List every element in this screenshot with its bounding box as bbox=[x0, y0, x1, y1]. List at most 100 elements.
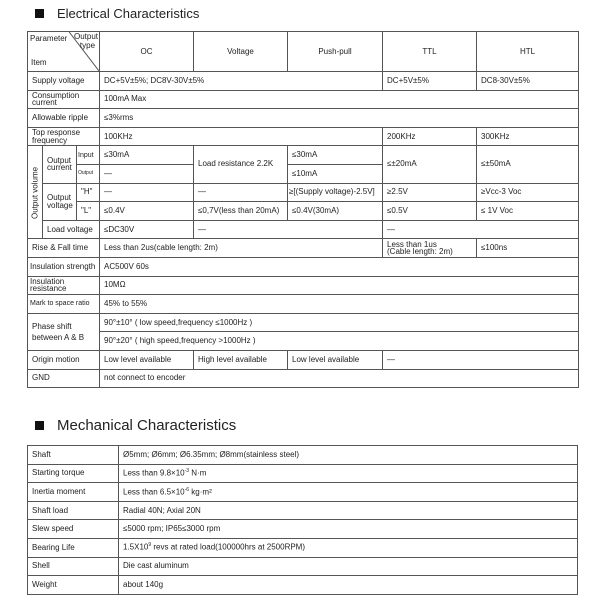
value-text: 1.5X10 bbox=[123, 543, 149, 553]
cell: — bbox=[382, 219, 580, 240]
cell: ≤DC30V bbox=[99, 219, 195, 240]
header-ttl: TTL bbox=[382, 31, 478, 72]
row-label: Phase shift between A & B bbox=[26, 312, 101, 351]
value-text: Less than 6.5×10 bbox=[123, 487, 185, 497]
mechanical-title: Mechanical Characteristics bbox=[57, 417, 237, 434]
row-value: Radial 40N; Axial 20N bbox=[118, 500, 578, 521]
row-label: Consumption current bbox=[26, 89, 101, 110]
cell: ≤10mA bbox=[287, 163, 384, 184]
row-label: Bearing Life bbox=[27, 537, 119, 558]
cell: ≤±20mA bbox=[382, 145, 478, 184]
cell: ≤30mA bbox=[99, 145, 195, 165]
cell: 10MΩ bbox=[99, 275, 580, 296]
row-label: Insulation strength bbox=[26, 256, 101, 277]
cell: High level available bbox=[193, 349, 289, 370]
low-label: "L" bbox=[75, 201, 101, 221]
cell: 100mA Max bbox=[99, 89, 580, 110]
cell: — bbox=[99, 163, 195, 184]
header-diagonal-cell: Parameter Output type Item bbox=[26, 31, 101, 72]
cell: DC+5V±5% bbox=[382, 71, 478, 91]
value-text: Less than 9.8×10 bbox=[123, 468, 185, 478]
cell: 90°±10° ( low speed,frequency ≤1000Hz ) bbox=[99, 312, 580, 333]
row-value: Less than 6.5×10-6 kg·m² bbox=[118, 482, 578, 502]
mechanical-row: Shell Die cast aluminum bbox=[27, 556, 578, 577]
electrical-section-title: Electrical Characteristics bbox=[35, 6, 199, 21]
output-low-row: "L" ≤0.4V ≤0,7V(less than 20mA) ≤0.4V(30… bbox=[28, 201, 580, 221]
mark-space-row: Mark to space ratio 45% to 55% bbox=[26, 294, 580, 314]
electrical-title: Electrical Characteristics bbox=[57, 6, 200, 21]
input-label: Input bbox=[75, 145, 101, 165]
cell: ≤0.4V(30mA) bbox=[287, 201, 384, 221]
row-label: Origin motion bbox=[26, 349, 101, 370]
mechanical-section-title: Mechanical Characteristics bbox=[35, 417, 236, 434]
cell: ≤0.4V bbox=[99, 201, 195, 221]
cell: DC+5V±5%; DC8V-30V±5% bbox=[99, 71, 384, 91]
cell: ≤0,7V(less than 20mA) bbox=[193, 201, 289, 221]
cell: — bbox=[193, 182, 289, 203]
cell: Low level available bbox=[99, 349, 195, 370]
cell: 90°±20° ( high speed,frequency >1000Hz ) bbox=[99, 331, 580, 351]
cell: 300KHz bbox=[476, 126, 580, 147]
cell: 200KHz bbox=[382, 126, 478, 147]
cell: — bbox=[99, 182, 195, 203]
cell: Load resistance 2.2K bbox=[193, 145, 289, 184]
value-text: Radial 40N; Axial 20N bbox=[123, 505, 201, 515]
output-current-label: Output current bbox=[42, 145, 77, 184]
insulation-strength-row: Insulation strength AC500V 60s bbox=[26, 256, 580, 277]
mechanical-row: Shaft Ø5mm; Ø6mm; Ø6.35mm; Ø8mm(stainless… bbox=[27, 445, 578, 465]
ttl-rise-line1: Less than 1us bbox=[387, 239, 437, 249]
row-label: Supply voltage bbox=[26, 71, 101, 91]
load-voltage-row: Load voltage ≤DC30V — — bbox=[28, 219, 580, 240]
value-unit: revs at rated load(100000hrs at 2500RPM) bbox=[151, 543, 306, 553]
value-text: Die cast aluminum bbox=[123, 561, 189, 571]
header-parameter: Parameter bbox=[30, 34, 68, 43]
value-text: about 140g bbox=[123, 579, 164, 589]
header-type: type bbox=[79, 41, 96, 50]
mechanical-row: Inertia moment Less than 6.5×10-6 kg·m² bbox=[27, 482, 578, 502]
row-value: 1.5X109 revs at rated load(100000hrs at … bbox=[118, 537, 578, 558]
supply-voltage-row: Supply voltage DC+5V±5%; DC8V-30V±5% DC+… bbox=[26, 71, 580, 91]
ttl-rise-line2: (Cable length: 2m) bbox=[387, 247, 453, 257]
phase-shift-row: Phase shift between A & B 90°±10° ( low … bbox=[26, 312, 580, 351]
row-value: about 140g bbox=[118, 575, 578, 595]
row-label: Shaft bbox=[27, 445, 119, 465]
output-input-row: Output volume Output current Input ≤30mA… bbox=[27, 145, 580, 239]
cell: 100KHz bbox=[99, 126, 384, 147]
cell: ≤0.5V bbox=[382, 201, 478, 221]
row-label: Insulation resistance bbox=[26, 275, 101, 296]
row-label: Weight bbox=[27, 575, 119, 595]
origin-row: Origin motion Low level available High l… bbox=[26, 349, 580, 370]
row-label: GND bbox=[26, 368, 101, 389]
mechanical-row: Bearing Life 1.5X109 revs at rated load(1… bbox=[27, 537, 578, 558]
mechanical-row: Starting torque Less than 9.8×10-3 N·m bbox=[27, 463, 578, 484]
cell: ≤30mA bbox=[287, 145, 384, 165]
mechanical-row: Shaft load Radial 40N; Axial 20N bbox=[27, 500, 578, 521]
row-value: Die cast aluminum bbox=[118, 556, 578, 577]
header-item: Item bbox=[31, 58, 47, 67]
value-text: Ø5mm; Ø6mm; Ø6.35mm; Ø8mm(stainless stee… bbox=[123, 449, 300, 459]
phase-shift-row-2: 90°±20° ( high speed,frequency >1000Hz ) bbox=[28, 331, 580, 351]
cell: ≥Vcc-3 Voc bbox=[476, 182, 580, 203]
row-label: Allowable ripple bbox=[26, 108, 101, 128]
header-oc: OC bbox=[99, 31, 195, 72]
consumption-row: Consumption current 100mA Max bbox=[26, 89, 580, 110]
header-push-pull: Push-pull bbox=[287, 31, 384, 72]
cell: ≤±50mA bbox=[476, 145, 580, 184]
row-label: Top response frequency bbox=[26, 126, 101, 147]
cell: — bbox=[193, 219, 384, 240]
value-unit: kg·m² bbox=[189, 487, 212, 497]
cell: ≥2.5V bbox=[382, 182, 478, 203]
row-value: Less than 9.8×10-3 N·m bbox=[118, 463, 578, 484]
bullet-square-icon bbox=[35, 9, 44, 18]
row-label: Shaft load bbox=[27, 500, 119, 521]
row-label: Starting torque bbox=[27, 463, 119, 484]
load-voltage-label: Load voltage bbox=[41, 219, 101, 240]
mechanical-table: Shaft Ø5mm; Ø6mm; Ø6.35mm; Ø8mm(stainless… bbox=[27, 445, 578, 595]
gnd-row: GND not connect to encoder bbox=[26, 368, 580, 389]
cell: ≤ 1V Voc bbox=[476, 201, 580, 221]
row-label: Mark to space ratio bbox=[26, 294, 101, 314]
header-htl: HTL bbox=[476, 31, 580, 72]
cell: Less than 2us(cable length: 2m) bbox=[99, 238, 384, 258]
cell: ≥[(Supply voltage)-2.5V] bbox=[287, 182, 384, 203]
mechanical-row: Slew speed ≤5000 rpm; IP65≤3000 rpm bbox=[27, 519, 578, 539]
